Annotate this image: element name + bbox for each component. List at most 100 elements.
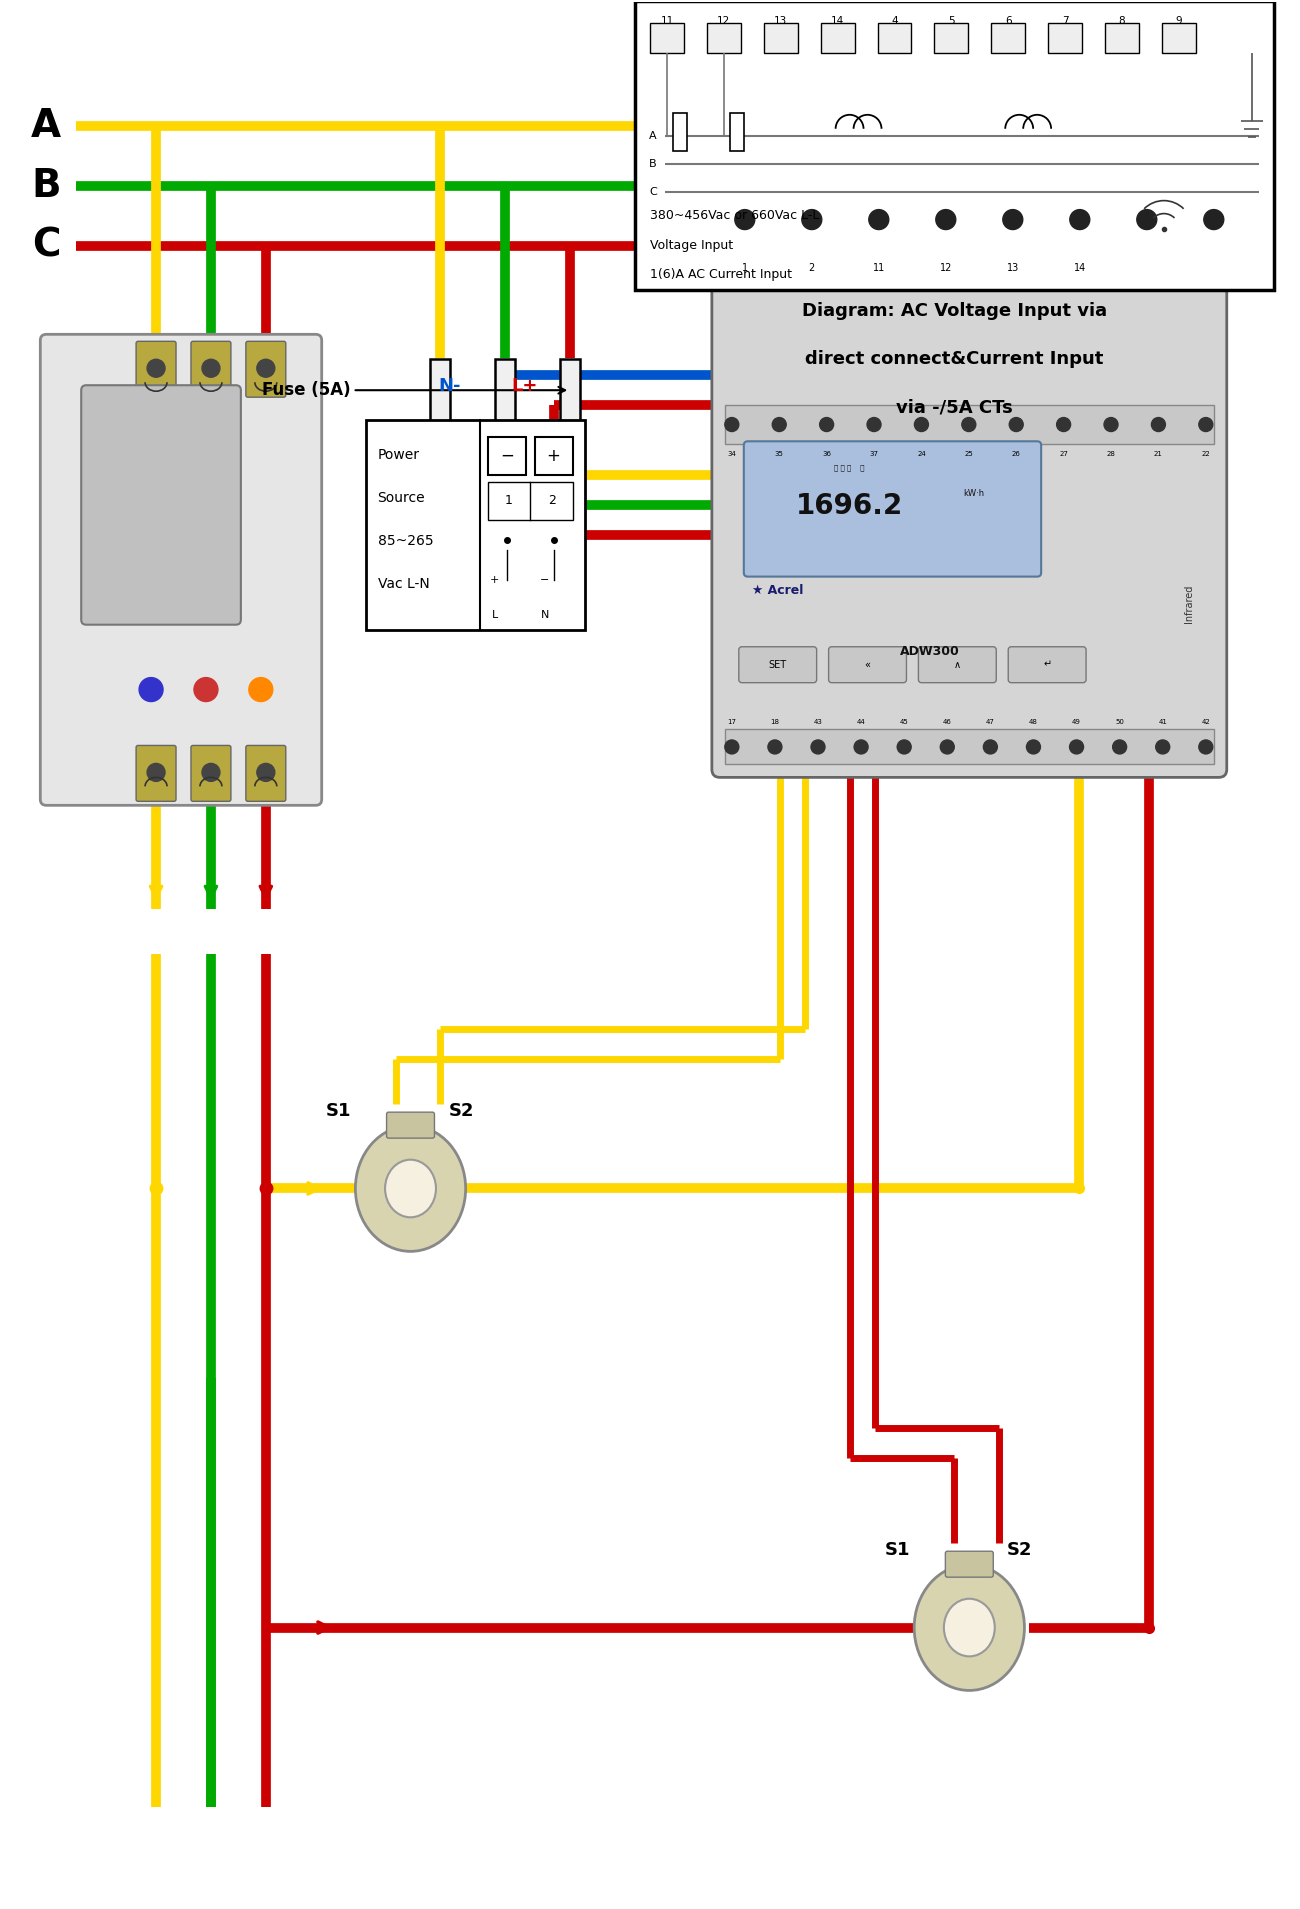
Circle shape bbox=[202, 359, 220, 378]
Circle shape bbox=[897, 741, 911, 754]
Text: 34: 34 bbox=[728, 451, 736, 458]
Circle shape bbox=[936, 210, 956, 229]
Ellipse shape bbox=[914, 1565, 1024, 1691]
Circle shape bbox=[1104, 418, 1118, 431]
Text: 11: 11 bbox=[872, 263, 885, 273]
Bar bbox=[1048, 23, 1082, 53]
Circle shape bbox=[194, 678, 218, 701]
Text: +: + bbox=[547, 447, 560, 466]
Text: N-: N- bbox=[438, 378, 462, 395]
Text: direct connect&Current Input: direct connect&Current Input bbox=[805, 349, 1104, 368]
Circle shape bbox=[1199, 418, 1213, 431]
Circle shape bbox=[1070, 210, 1089, 229]
Bar bbox=[764, 23, 798, 53]
Text: Diagram: AC Voltage Input via: Diagram: AC Voltage Input via bbox=[802, 302, 1106, 321]
Bar bbox=[992, 23, 1026, 53]
FancyBboxPatch shape bbox=[738, 647, 816, 683]
Circle shape bbox=[854, 741, 868, 754]
FancyBboxPatch shape bbox=[191, 342, 231, 397]
Text: 2: 2 bbox=[809, 263, 815, 273]
Text: 50: 50 bbox=[1115, 720, 1124, 725]
Circle shape bbox=[983, 741, 997, 754]
Circle shape bbox=[772, 418, 786, 431]
Bar bbox=[935, 23, 968, 53]
Circle shape bbox=[1002, 210, 1023, 229]
Text: 45: 45 bbox=[900, 720, 909, 725]
Text: 380~456Vac or 660Vac L-L: 380~456Vac or 660Vac L-L bbox=[650, 208, 819, 221]
Text: S1: S1 bbox=[326, 1101, 351, 1121]
Text: 35: 35 bbox=[775, 451, 784, 458]
Circle shape bbox=[868, 210, 889, 229]
Text: S1: S1 bbox=[884, 1541, 910, 1560]
Text: 1(6)A AC Current Input: 1(6)A AC Current Input bbox=[650, 269, 792, 281]
Circle shape bbox=[1070, 741, 1083, 754]
Bar bbox=[729, 193, 1209, 246]
Circle shape bbox=[248, 678, 273, 701]
Circle shape bbox=[940, 741, 954, 754]
Text: 1: 1 bbox=[742, 263, 748, 273]
Text: 9: 9 bbox=[1175, 15, 1182, 27]
Bar bbox=[495, 359, 515, 422]
Text: 14: 14 bbox=[1074, 263, 1086, 273]
FancyBboxPatch shape bbox=[712, 183, 1227, 777]
Text: 85~265: 85~265 bbox=[377, 535, 433, 548]
Circle shape bbox=[811, 741, 826, 754]
Text: S2: S2 bbox=[1008, 1541, 1032, 1560]
Text: 26: 26 bbox=[1011, 451, 1020, 458]
Text: ↵: ↵ bbox=[1043, 661, 1052, 670]
Text: via -/5A CTs: via -/5A CTs bbox=[896, 399, 1013, 416]
Text: B: B bbox=[31, 166, 61, 204]
Circle shape bbox=[1113, 741, 1127, 754]
Text: SET: SET bbox=[768, 661, 786, 670]
Ellipse shape bbox=[944, 1598, 994, 1657]
Ellipse shape bbox=[355, 1126, 465, 1252]
Text: 44: 44 bbox=[857, 720, 866, 725]
Text: ★ Acrel: ★ Acrel bbox=[751, 584, 803, 598]
Text: Source: Source bbox=[377, 491, 425, 506]
Bar bbox=[725, 405, 1214, 445]
Text: 41: 41 bbox=[1158, 720, 1167, 725]
Text: 7: 7 bbox=[1062, 15, 1069, 27]
Bar bbox=[673, 113, 686, 151]
Circle shape bbox=[1009, 418, 1023, 431]
Text: 13: 13 bbox=[774, 15, 788, 27]
Circle shape bbox=[734, 210, 755, 229]
Text: 14: 14 bbox=[831, 15, 844, 27]
FancyBboxPatch shape bbox=[918, 647, 996, 683]
Text: 47: 47 bbox=[985, 720, 994, 725]
Bar bbox=[878, 23, 911, 53]
Text: 28: 28 bbox=[1106, 451, 1115, 458]
Bar bbox=[725, 729, 1214, 764]
Circle shape bbox=[914, 418, 928, 431]
Text: Fuse (5A): Fuse (5A) bbox=[263, 382, 351, 399]
Text: Power: Power bbox=[377, 449, 420, 462]
Text: 总 有 功    功: 总 有 功 功 bbox=[833, 464, 865, 472]
Text: 8: 8 bbox=[1119, 15, 1126, 27]
Bar bbox=[707, 23, 741, 53]
Circle shape bbox=[1204, 210, 1223, 229]
Circle shape bbox=[725, 418, 738, 431]
Circle shape bbox=[1152, 418, 1165, 431]
FancyBboxPatch shape bbox=[386, 1113, 434, 1138]
Text: ADW300: ADW300 bbox=[900, 645, 959, 659]
FancyBboxPatch shape bbox=[81, 386, 240, 624]
Text: 49: 49 bbox=[1072, 720, 1082, 725]
Text: kW·h: kW·h bbox=[963, 489, 984, 498]
Text: B: B bbox=[649, 158, 656, 168]
Circle shape bbox=[768, 741, 781, 754]
FancyBboxPatch shape bbox=[246, 342, 286, 397]
Bar bbox=[488, 437, 525, 475]
FancyBboxPatch shape bbox=[744, 441, 1041, 577]
Text: 6: 6 bbox=[1005, 15, 1011, 27]
Text: 27: 27 bbox=[1060, 451, 1069, 458]
Circle shape bbox=[867, 418, 881, 431]
FancyBboxPatch shape bbox=[246, 745, 286, 802]
Text: S2: S2 bbox=[448, 1101, 474, 1121]
Text: 17: 17 bbox=[727, 720, 736, 725]
Text: «: « bbox=[864, 661, 871, 670]
Circle shape bbox=[1136, 210, 1157, 229]
Text: 46: 46 bbox=[942, 720, 952, 725]
FancyBboxPatch shape bbox=[136, 342, 176, 397]
Text: 43: 43 bbox=[814, 720, 823, 725]
Bar bbox=[1162, 23, 1196, 53]
